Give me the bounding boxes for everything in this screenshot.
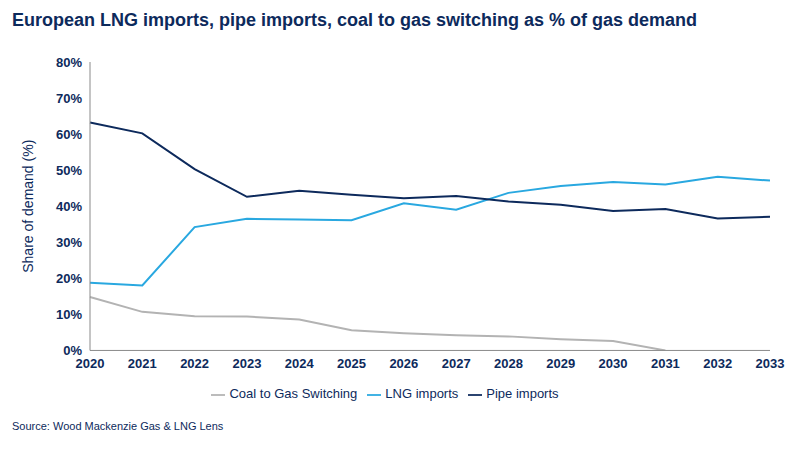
svg-text:2021: 2021 (128, 356, 157, 371)
svg-text:2028: 2028 (494, 356, 523, 371)
svg-text:60%: 60% (56, 127, 82, 142)
svg-text:2030: 2030 (599, 356, 628, 371)
svg-text:2032: 2032 (703, 356, 732, 371)
svg-text:2027: 2027 (442, 356, 471, 371)
svg-text:2025: 2025 (337, 356, 366, 371)
svg-text:80%: 80% (56, 55, 82, 70)
html-text:Source: Wood Mackenzie Gas & L: Source: Wood Mackenzie Gas & LNG Lens (12, 420, 224, 432)
svg-text:2023: 2023 (232, 356, 261, 371)
html-text:European LNG imports, pipe imp: European LNG imports, pipe imports, coal… (12, 10, 698, 30)
svg-text:10%: 10% (56, 307, 82, 322)
html-text:Pipe imports: Pipe imports (486, 386, 559, 402)
svg-text:40%: 40% (56, 199, 82, 214)
svg-text:30%: 30% (56, 235, 82, 250)
svg-text:2031: 2031 (651, 356, 680, 371)
svg-text:2033: 2033 (756, 356, 785, 371)
svg-text:50%: 50% (56, 163, 82, 178)
svg-text:2024: 2024 (285, 356, 315, 371)
svg-text:70%: 70% (56, 91, 82, 106)
svg-text:2022: 2022 (180, 356, 209, 371)
html-text:LNG imports: LNG imports (385, 386, 459, 402)
svg-text:Share of demand (%): Share of demand (%) (20, 140, 36, 273)
svg-text:2029: 2029 (546, 356, 575, 371)
svg-text:20%: 20% (56, 271, 82, 286)
svg-text:2026: 2026 (389, 356, 418, 371)
svg-text:0%: 0% (63, 343, 82, 358)
html-text:Coal to Gas Switching: Coal to Gas Switching (229, 386, 358, 402)
svg-text:2020: 2020 (75, 355, 105, 371)
